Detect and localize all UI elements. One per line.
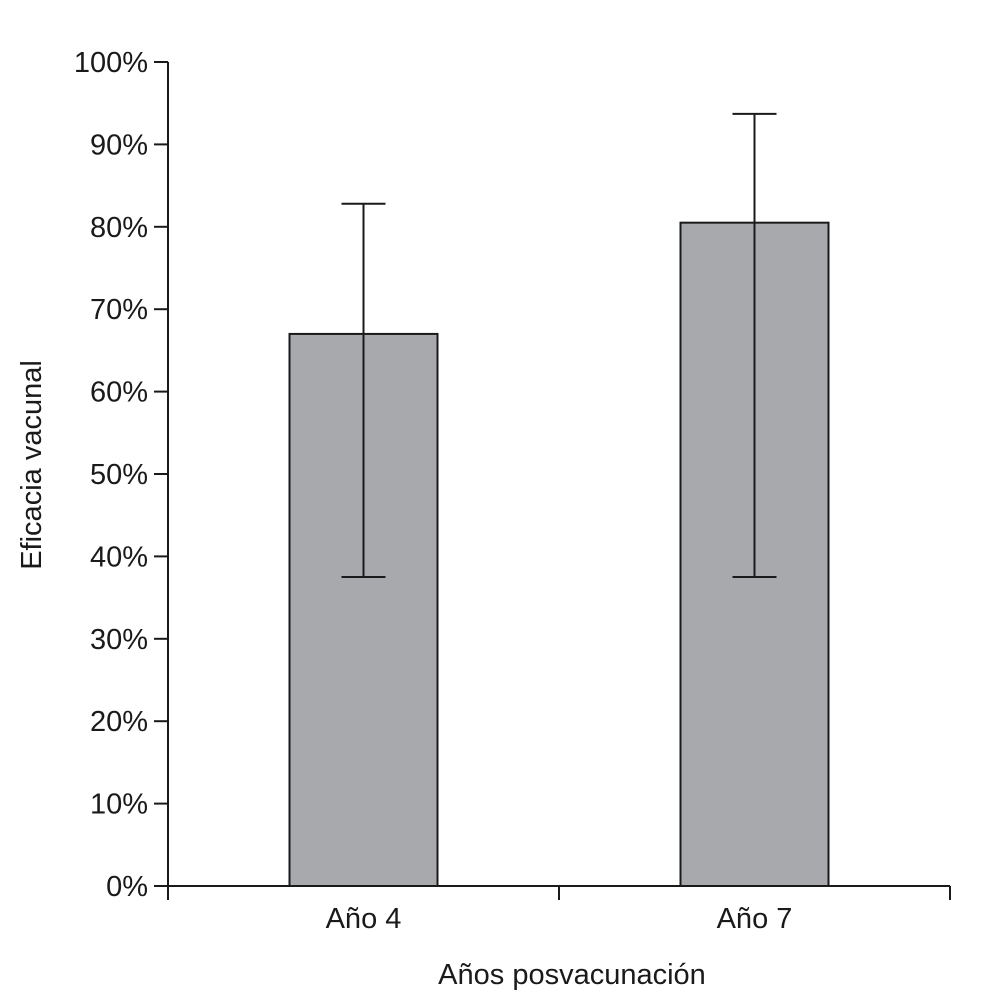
- y-tick-label: 50%: [90, 459, 148, 491]
- x-tick-label: Año 7: [717, 903, 793, 935]
- y-tick-label: 0%: [106, 871, 148, 903]
- y-tick-label: 10%: [90, 789, 148, 821]
- x-axis: Año 4 Año 7: [167, 885, 951, 935]
- y-tick-label: 90%: [90, 129, 148, 161]
- y-tick-label: 80%: [90, 212, 148, 244]
- bars: [288, 221, 830, 888]
- y-tick-label: 100%: [74, 47, 148, 79]
- x-tick-label: Año 4: [326, 903, 402, 935]
- y-tick-label: 40%: [90, 541, 148, 573]
- error-bars: [341, 112, 777, 578]
- y-tick-label: 20%: [90, 706, 148, 738]
- x-axis-title: Años posvacunación: [438, 959, 706, 991]
- y-tick-label: 30%: [90, 624, 148, 656]
- y-tick-label: 70%: [90, 294, 148, 326]
- y-axis-title: Eficacia vacunal: [16, 360, 48, 570]
- y-tick-label: 60%: [90, 377, 148, 409]
- y-axis: 0% 10% 20% 30% 40% 50% 60% 70% 80% 90% 100%: [74, 47, 169, 903]
